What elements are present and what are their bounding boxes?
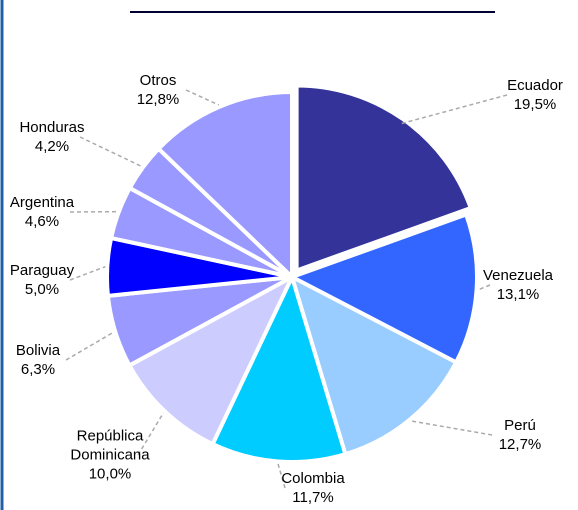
pie-slice: [126, 272, 297, 447]
leader-line: [478, 284, 491, 291]
leader-line: [69, 266, 106, 281]
label-text: 12,7%: [498, 436, 542, 453]
label-text: 5,0%: [24, 281, 60, 298]
label-text: Otros: [139, 72, 177, 89]
label-text: 13,1%: [496, 286, 540, 303]
leader-line: [137, 412, 165, 456]
label-text: 11,7%: [292, 489, 334, 506]
leader-line: [65, 331, 114, 361]
slice-label: Colombia 11,7%: [268, 469, 358, 507]
slice-label: Ecuador 19,5%: [490, 76, 578, 114]
label-text: Argentina: [9, 194, 75, 211]
label-text: Bolivia: [15, 342, 61, 359]
label-text: 12,8%: [136, 91, 180, 108]
label-text: Venezuela: [482, 267, 554, 284]
pie-slice: [155, 89, 294, 282]
slice-label: República Dominicana 10,0%: [65, 427, 155, 484]
label-text: Colombia: [281, 470, 345, 487]
leader-line: [277, 463, 286, 489]
pie-slice: [294, 83, 474, 274]
leader-line: [79, 136, 142, 167]
pie-slice: [287, 211, 479, 366]
label-text: Paraguay: [9, 262, 75, 279]
leader-line: [185, 89, 220, 106]
label-text: República Dominicana: [70, 427, 150, 464]
label-text: Perú: [504, 417, 536, 434]
leader-line: [399, 94, 508, 125]
slice-label: Argentina 4,6%: [0, 193, 87, 231]
label-text: Ecuador: [507, 77, 563, 94]
slice-label: Venezuela 13,1%: [473, 266, 563, 304]
label-text: 4,2%: [34, 138, 70, 155]
slice-label: Paraguay 5,0%: [0, 261, 87, 299]
label-text: 6,3%: [20, 361, 56, 378]
slice-label: Bolivia 6,3%: [0, 341, 83, 379]
slice-label: Otros 12,8%: [113, 71, 203, 109]
pie-slice: [209, 271, 348, 464]
label-text: Honduras: [19, 119, 85, 136]
slice-label: Perú 12,7%: [475, 416, 565, 454]
label-text: 19,5%: [513, 96, 557, 113]
slice-label: Honduras 4,2%: [7, 118, 97, 156]
label-text: 4,6%: [24, 213, 60, 230]
label-text: 10,0%: [88, 465, 132, 483]
